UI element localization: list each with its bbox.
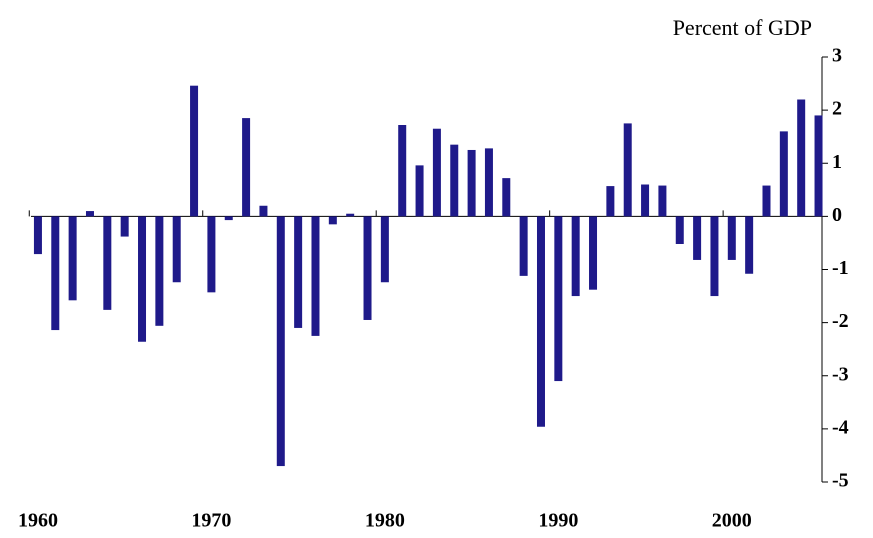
bar: [779, 131, 788, 217]
bar: [363, 216, 372, 320]
bar: [294, 216, 303, 328]
y-tick-label: 2: [832, 98, 842, 120]
y-tick-label: 0: [832, 204, 842, 226]
bar: [727, 216, 736, 260]
bar: [259, 205, 268, 217]
bar: [311, 216, 320, 336]
bar: [658, 185, 667, 217]
y-tick-label: -4: [832, 416, 849, 438]
bar: [155, 216, 164, 326]
bar: [554, 216, 563, 382]
x-tick-label: 1990: [538, 510, 578, 532]
bar: [693, 216, 702, 260]
bar: [450, 144, 459, 217]
bar: [85, 211, 94, 217]
bar: [68, 216, 77, 301]
bar: [606, 186, 615, 217]
bar: [762, 185, 771, 217]
bar: [571, 216, 580, 297]
bar: [484, 148, 493, 217]
bar: [33, 216, 42, 255]
x-tick-label: 1970: [191, 510, 231, 532]
bar: [224, 216, 233, 221]
y-tick-label: -1: [832, 257, 849, 279]
y-tick-label: 3: [832, 45, 842, 67]
bar: [242, 118, 251, 217]
bar: [432, 128, 441, 217]
y-tick-label: 1: [832, 151, 842, 173]
x-tick-label: 1960: [18, 510, 58, 532]
bar: [675, 216, 684, 244]
bar: [328, 216, 337, 225]
bar: [536, 216, 545, 427]
bar: [190, 85, 199, 217]
bar: [623, 123, 632, 217]
bar: [103, 216, 112, 310]
bar: [467, 149, 476, 217]
y-tick-label: -3: [832, 363, 849, 385]
bar: [415, 165, 424, 217]
x-tick-label: 2000: [712, 510, 752, 532]
bar: [138, 216, 147, 342]
bar: [710, 216, 719, 297]
bar: [380, 216, 389, 283]
bar: [398, 125, 407, 217]
bar: [797, 99, 806, 217]
bar: [207, 216, 216, 293]
y-axis-label: Percent of GDP: [673, 15, 812, 40]
y-tick-label: -2: [832, 310, 849, 332]
bar: [120, 216, 129, 237]
bar: [641, 184, 650, 217]
bar: [172, 216, 181, 283]
bar: [346, 213, 355, 217]
bar: [502, 178, 511, 217]
bar: [745, 216, 754, 274]
bar: [519, 216, 528, 276]
bar: [589, 216, 598, 290]
bar: [276, 216, 285, 467]
x-tick-label: 1980: [365, 510, 405, 532]
bar: [814, 115, 823, 217]
y-tick-label: -5: [832, 470, 849, 492]
bar: [51, 216, 60, 331]
